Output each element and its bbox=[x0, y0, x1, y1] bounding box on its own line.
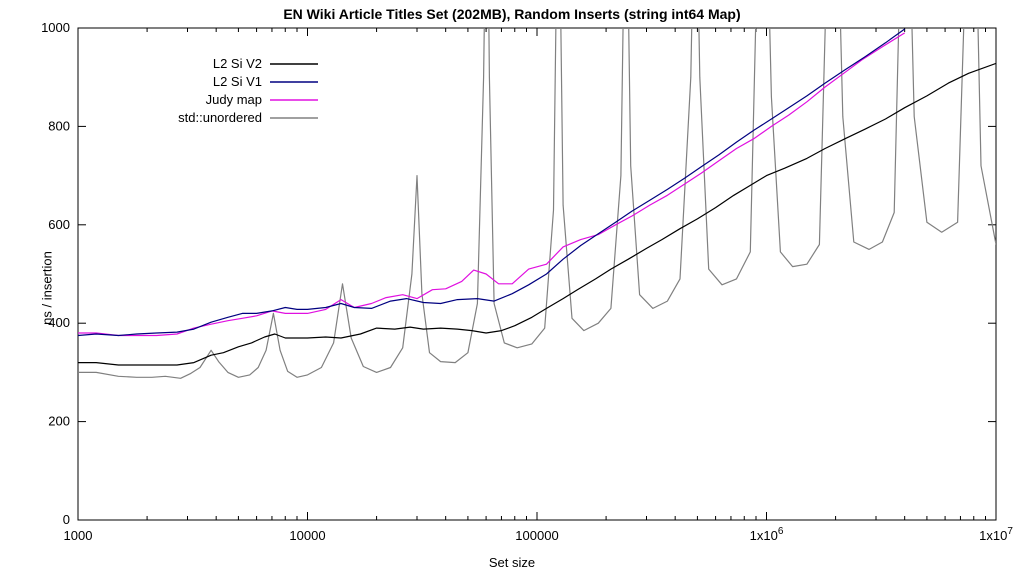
legend-label: L2 Si V1 bbox=[213, 74, 262, 89]
x-tick-label: 100000 bbox=[515, 528, 558, 543]
x-tick-label: 1000 bbox=[64, 528, 93, 543]
legend-label: std::unordered bbox=[178, 110, 262, 125]
chart-plot-svg: 0 200 400 600 800 1000 1000 10000 100000 1x106 1x1… bbox=[0, 0, 1024, 576]
y-tick-label: 0 bbox=[63, 512, 70, 527]
y-tick-label: 1000 bbox=[41, 20, 70, 35]
y-tick-label: 400 bbox=[48, 315, 70, 330]
legend-label: L2 Si V2 bbox=[213, 56, 262, 71]
chart-container: EN Wiki Article Titles Set (202MB), Rand… bbox=[0, 0, 1024, 576]
legend-label: Judy map bbox=[206, 92, 262, 107]
y-tick-label: 600 bbox=[48, 217, 70, 232]
x-tick-label: 1x106 bbox=[750, 526, 784, 543]
y-tick-label: 800 bbox=[48, 118, 70, 133]
x-tick-label: 1x107 bbox=[979, 526, 1013, 543]
y-tick-label: 200 bbox=[48, 414, 70, 429]
series-line bbox=[78, 63, 996, 365]
x-tick-label: 10000 bbox=[289, 528, 325, 543]
